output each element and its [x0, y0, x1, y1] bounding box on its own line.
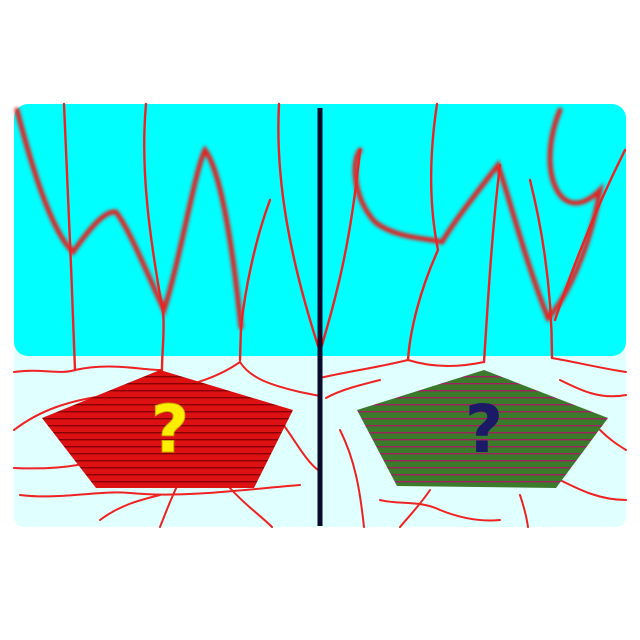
- right-wave-line: [352, 107, 604, 323]
- sky-cracks: [62, 102, 627, 372]
- left-pentagon-icon: [42, 370, 293, 488]
- left-wave-line: [14, 107, 244, 330]
- right-pentagon-icon: [357, 370, 608, 488]
- left-question-mark: ?: [151, 391, 189, 468]
- ground-cracks: [13, 357, 627, 528]
- right-question-mark: ?: [465, 391, 503, 468]
